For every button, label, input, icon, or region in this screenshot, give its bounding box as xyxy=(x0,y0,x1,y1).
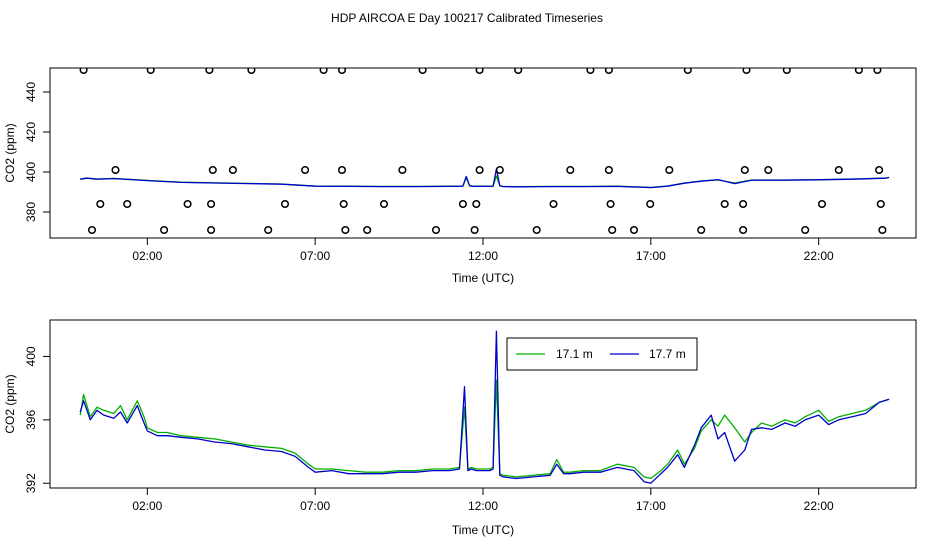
bottom-plot-frame xyxy=(49,319,917,489)
calibration-point xyxy=(697,225,706,235)
bottom-y-tick-label: 392 xyxy=(24,473,38,493)
calibration-point xyxy=(817,199,827,209)
calibration-point xyxy=(337,68,347,75)
calibration-point xyxy=(470,225,479,235)
calibration-point xyxy=(739,199,748,209)
calibration-point xyxy=(458,199,467,209)
calibration-point xyxy=(854,68,863,75)
calibration-point xyxy=(475,165,484,175)
bottom-y-axis-label: CO2 (ppm) xyxy=(3,374,17,433)
top-x-tick-label: 07:00 xyxy=(300,249,330,263)
calibration-point xyxy=(875,165,884,175)
calibration-point xyxy=(228,165,237,175)
calibration-point xyxy=(123,199,132,209)
calibration-point xyxy=(111,165,120,175)
calibration-point xyxy=(629,225,639,235)
calibration-point xyxy=(160,225,169,235)
calibration-point xyxy=(319,68,328,75)
calibration-point xyxy=(514,68,523,75)
top-series-line-2 xyxy=(80,168,890,189)
top-y-tick-label: 380 xyxy=(24,202,38,222)
calibration-point xyxy=(742,68,751,75)
calibration-point xyxy=(834,165,843,175)
calibration-point xyxy=(720,199,729,209)
calibration-point xyxy=(801,225,810,235)
calibration-point xyxy=(665,165,674,175)
calibration-point xyxy=(337,165,347,175)
calibration-point xyxy=(431,225,441,235)
top-series-line-1 xyxy=(80,175,890,189)
calibration-point xyxy=(247,68,256,75)
calibration-point xyxy=(207,225,216,235)
bottom-x-tick-label: 22:00 xyxy=(804,499,834,513)
bottom-panel: 02:00 07:00 12:00 17:00 22:00 392 396 400 Time… xyxy=(3,319,917,537)
top-x-tick-label: 17:00 xyxy=(636,249,666,263)
calibration-point xyxy=(183,199,192,209)
top-x-tick-label: 02:00 xyxy=(132,249,162,263)
top-y-tick-label: 440 xyxy=(24,82,38,102)
bottom-x-tick-label: 02:00 xyxy=(132,499,162,513)
calibration-point xyxy=(608,225,617,235)
calibration-point xyxy=(363,225,372,235)
calibration-point xyxy=(764,165,773,175)
top-y-tick-label: 420 xyxy=(24,122,38,142)
bottom-x-axis-label: Time (UTC) xyxy=(452,523,514,537)
top-y-tick-label: 400 xyxy=(24,162,38,182)
calibration-point xyxy=(606,199,615,209)
calibration-point xyxy=(740,165,749,175)
legend-label-series-1: 17.1 m xyxy=(556,347,593,361)
calibration-point xyxy=(280,199,290,209)
calibration-point xyxy=(264,225,273,235)
top-y-axis-label: CO2 (ppm) xyxy=(3,123,17,182)
calibration-point xyxy=(604,165,613,175)
calibration-point xyxy=(549,199,558,209)
calibration-point xyxy=(495,165,504,175)
calibration-point xyxy=(341,225,350,235)
bottom-x-tick-label: 17:00 xyxy=(636,499,666,513)
calibration-point xyxy=(472,199,481,209)
calibration-point xyxy=(96,199,105,209)
top-x-tick-label: 22:00 xyxy=(804,249,834,263)
calibration-point xyxy=(87,225,97,235)
calibration-point xyxy=(532,225,541,235)
calibration-point xyxy=(339,199,348,209)
calibration-point xyxy=(878,225,887,235)
top-plot-frame xyxy=(49,67,917,239)
calibration-point xyxy=(873,68,882,75)
bottom-x-tick-label: 12:00 xyxy=(468,499,498,513)
calibration-point xyxy=(475,68,484,75)
bottom-y-tick-label: 396 xyxy=(24,410,38,430)
calibration-point xyxy=(683,68,692,75)
calibration-point xyxy=(604,68,613,75)
bottom-series-line-2 xyxy=(79,330,890,484)
calibration-point xyxy=(566,165,575,175)
calibration-point xyxy=(79,68,88,75)
figure-title: HDP AIRCOA E Day 100217 Calibrated Times… xyxy=(331,11,603,25)
top-x-tick-label: 12:00 xyxy=(468,249,498,263)
calibration-point xyxy=(876,199,885,209)
legend: 17.1 m 17.7 m xyxy=(506,337,698,371)
top-x-axis-label: Time (UTC) xyxy=(452,271,514,285)
calibration-point xyxy=(205,68,214,75)
calibration-point xyxy=(418,68,427,75)
top-panel: 02:00 07:00 12:00 17:00 22:00 380 400 420 440 T… xyxy=(3,67,917,285)
bottom-y-tick-label: 400 xyxy=(24,346,38,366)
calibration-point xyxy=(782,68,791,75)
calibration-point xyxy=(646,199,655,209)
calibration-point xyxy=(301,165,310,175)
calibration-point xyxy=(586,68,595,75)
calibration-point xyxy=(208,165,217,175)
calibration-point xyxy=(398,165,407,175)
bottom-x-tick-label: 07:00 xyxy=(300,499,330,513)
legend-label-series-2: 17.7 m xyxy=(649,347,686,361)
calibration-point xyxy=(739,225,748,235)
calibration-point xyxy=(379,199,389,209)
calibration-point xyxy=(207,199,216,209)
calibration-point xyxy=(146,68,155,75)
